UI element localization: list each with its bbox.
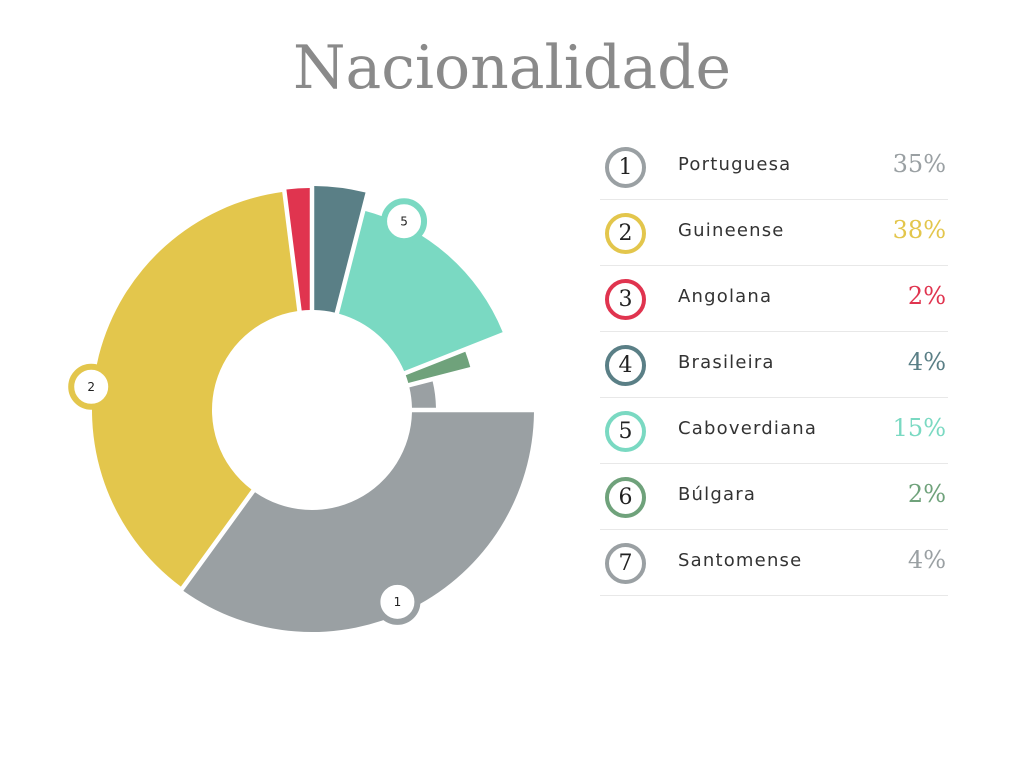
donut-slice xyxy=(405,351,471,383)
legend-row: 3 Angolana 2% xyxy=(600,266,948,332)
legend-value: 38% xyxy=(892,216,946,244)
legend-number-badge: 1 xyxy=(605,147,646,188)
donut-slice xyxy=(339,211,503,372)
legend-row: 5 Caboverdiana 15% xyxy=(600,398,948,464)
legend-row: 1 Portuguesa 35% xyxy=(600,134,948,200)
donut-slice xyxy=(286,188,310,311)
legend-row: 2 Guineense 38% xyxy=(600,200,948,266)
slice-callout-badge xyxy=(68,363,115,410)
legend-label: Santomense xyxy=(678,550,803,571)
slice-callout-number: 1 xyxy=(394,595,402,609)
legend-row: 6 Búlgara 2% xyxy=(600,464,948,530)
legend-label: Búlgara xyxy=(678,484,757,505)
legend-value: 2% xyxy=(907,282,946,310)
legend-number-badge: 2 xyxy=(605,213,646,254)
legend-number-badge: 4 xyxy=(605,345,646,386)
slice-callout-badge xyxy=(374,578,421,625)
legend-value: 4% xyxy=(907,546,946,574)
legend-row: 7 Santomense 4% xyxy=(600,530,948,596)
slice-callout-number: 2 xyxy=(87,380,95,394)
donut-chart: 1 2 5 xyxy=(68,186,534,632)
slice-callout-number: 5 xyxy=(400,214,408,228)
donut-slice xyxy=(183,412,534,632)
legend-value: 15% xyxy=(892,414,946,442)
legend-number-badge: 7 xyxy=(605,543,646,584)
legend-value: 4% xyxy=(907,348,946,376)
donut-slice xyxy=(91,192,298,587)
legend-label: Portuguesa xyxy=(678,154,792,175)
chart-title: Nacionalidade xyxy=(292,33,732,103)
legend-label: Caboverdiana xyxy=(678,418,818,439)
legend-value: 2% xyxy=(907,480,946,508)
legend-label: Angolana xyxy=(678,286,773,307)
legend-label: Brasileira xyxy=(678,352,775,373)
donut-slice xyxy=(314,186,366,313)
legend-row: 4 Brasileira 4% xyxy=(600,332,948,398)
legend-number-badge: 6 xyxy=(605,477,646,518)
slice-callout-badge xyxy=(381,198,428,245)
legend-label: Guineense xyxy=(678,220,785,241)
donut-slice xyxy=(409,381,436,408)
legend-number-badge: 3 xyxy=(605,279,646,320)
legend-value: 35% xyxy=(892,150,946,178)
legend: 1 Portuguesa 35% 2 Guineense 38% 3 Angolana 2% 4 B… xyxy=(600,134,948,596)
legend-number-badge: 5 xyxy=(605,411,646,452)
